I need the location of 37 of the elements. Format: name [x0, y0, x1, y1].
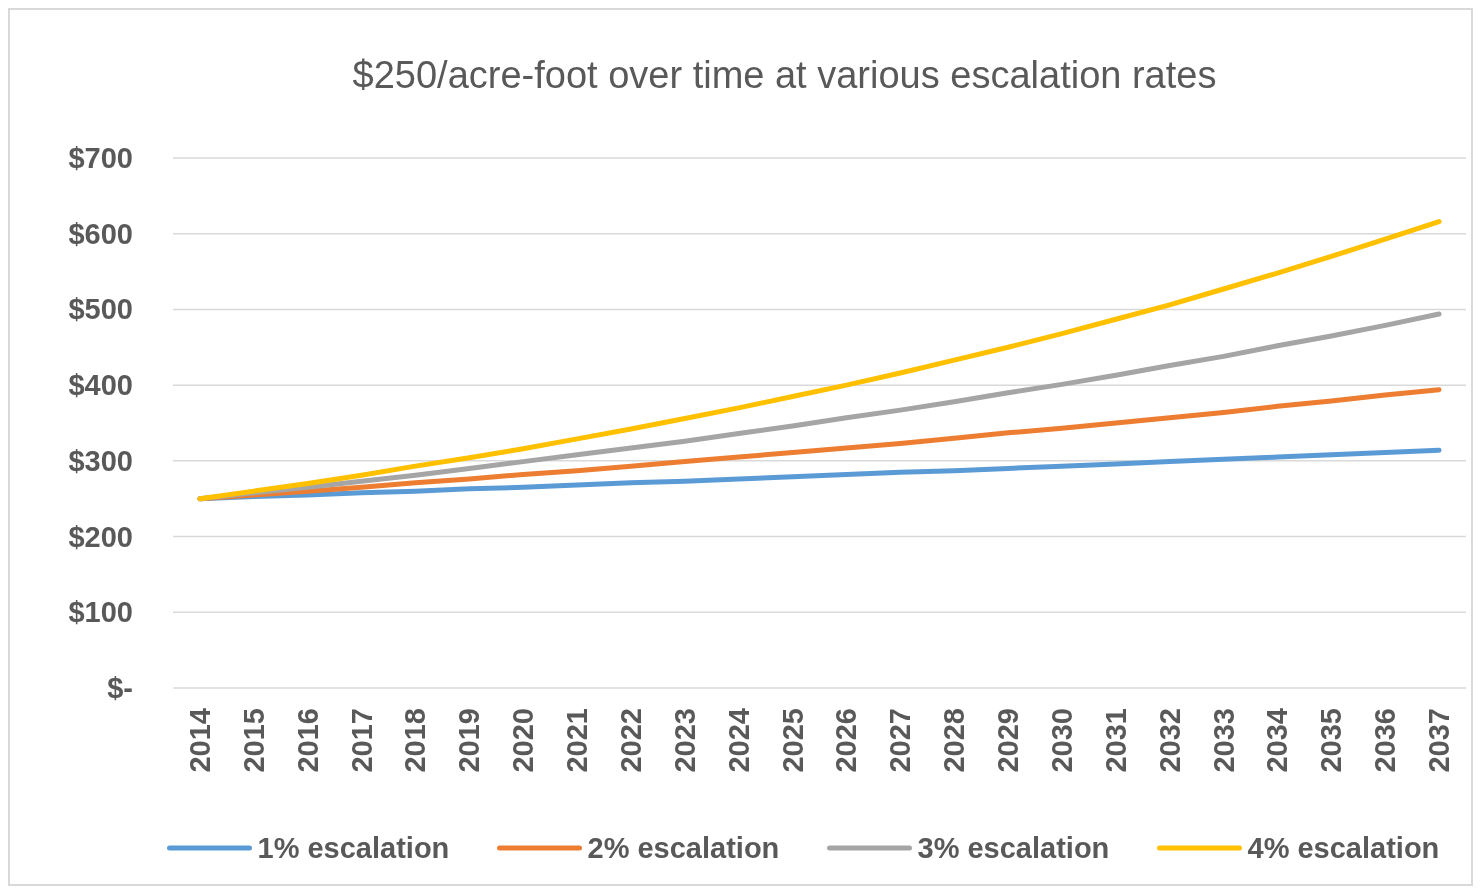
- legend-label: 1% escalation: [257, 832, 450, 864]
- x-tick-label: 2029: [992, 708, 1025, 773]
- x-tick-label: 2037: [1423, 708, 1456, 773]
- legend-label: 2% escalation: [587, 832, 780, 864]
- x-tick-label: 2035: [1315, 708, 1348, 773]
- y-tick-label: $200: [68, 520, 133, 553]
- x-tick-label: 2015: [237, 708, 270, 773]
- x-tick-label: 2036: [1369, 708, 1402, 773]
- x-tick-label: 2014: [183, 708, 216, 773]
- x-tick-label: 2032: [1153, 708, 1186, 773]
- chart-title: $250/acre-foot over time at various escalation rates: [352, 54, 1217, 96]
- x-tick-label: 2033: [1207, 708, 1240, 773]
- x-tick-label: 2017: [345, 708, 378, 773]
- x-tick-label: 2027: [884, 708, 917, 773]
- x-tick-label: 2030: [1045, 708, 1078, 773]
- y-tick-label: $100: [68, 596, 133, 629]
- x-tick-label: 2023: [668, 708, 701, 773]
- y-tick-label: $300: [68, 444, 133, 477]
- x-tick-label: 2020: [507, 708, 540, 773]
- y-tick-label: $-: [107, 672, 133, 704]
- y-tick-label: $600: [68, 217, 133, 250]
- y-tick-label: $400: [68, 369, 133, 402]
- x-tick-label: 2018: [399, 708, 432, 773]
- x-tick-label: 2031: [1099, 708, 1132, 773]
- y-tick-label: $500: [68, 293, 133, 326]
- x-tick-label: 2022: [614, 708, 647, 773]
- x-tick-label: 2019: [453, 708, 486, 773]
- x-tick-label: 2021: [561, 708, 594, 773]
- x-tick-label: 2025: [776, 708, 809, 773]
- y-tick-label: $700: [68, 142, 133, 174]
- legend-label: 4% escalation: [1247, 832, 1440, 864]
- x-tick-label: 2016: [291, 708, 324, 773]
- x-tick-label: 2026: [830, 708, 863, 773]
- x-tick-label: 2034: [1261, 708, 1294, 773]
- legend-label: 3% escalation: [917, 832, 1110, 864]
- x-tick-label: 2024: [722, 708, 755, 773]
- x-tick-label: 2028: [938, 708, 971, 773]
